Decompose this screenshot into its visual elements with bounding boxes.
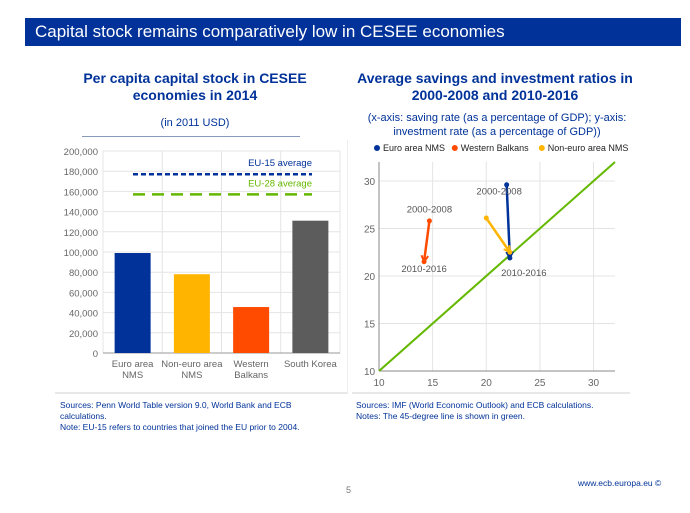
bar-non-euro-area-nms: [173, 274, 210, 353]
note-line: calculations.: [60, 411, 107, 421]
y-tick-label: 20: [364, 272, 376, 283]
x-tick-label: NMS: [122, 370, 143, 381]
y-tick-label: 140,000: [64, 208, 98, 219]
y-tick-label: 40,000: [69, 309, 98, 320]
45-degree-line: [378, 161, 616, 372]
data-point: [504, 182, 510, 188]
bar-euro-area-nms: [114, 253, 151, 353]
period-label: 2010-2016: [401, 264, 446, 275]
footer-link[interactable]: www.ecb.europa.eu ©: [578, 478, 662, 488]
data-point: [507, 255, 513, 261]
x-tick-label: Euro area: [112, 359, 154, 370]
left-chart-subtitle: (in 2011 USD): [160, 117, 230, 129]
x-tick-label: Non-euro area: [161, 359, 223, 370]
note-line: Sources: Penn World Table version 9.0, W…: [60, 400, 292, 410]
y-tick-label: 200,000: [64, 147, 98, 158]
period-label: 2010-2016: [501, 268, 546, 279]
y-tick-label: 0: [93, 349, 98, 360]
data-point: [421, 259, 427, 265]
x-tick-label: 25: [534, 378, 546, 389]
page-number: 5: [346, 485, 352, 495]
legend-label: Western Balkans: [461, 143, 529, 153]
bar-western-balkans: [233, 307, 270, 353]
slide-title: Capital stock remains comparatively low …: [25, 18, 681, 46]
note-line: Sources: IMF (World Economic Outlook) an…: [356, 400, 594, 410]
legend-label: Euro area NMS: [383, 143, 445, 153]
legend-marker: [374, 145, 380, 151]
bar-south-korea: [292, 220, 329, 353]
y-tick-label: 25: [364, 225, 376, 236]
period-label: 2000-2008: [476, 186, 521, 197]
y-tick-label: 10: [364, 367, 376, 378]
right-chart-title: Average savings and investment ratios in…: [357, 70, 633, 103]
left-chart-title: Per capita capital stock in CESEE econom…: [83, 70, 307, 103]
legend-marker: [451, 145, 458, 151]
y-tick-label: 80,000: [69, 268, 98, 279]
left-notes: Sources: Penn World Table version 9.0, W…: [60, 400, 350, 433]
divider: [82, 136, 300, 137]
legend-marker: [538, 145, 545, 151]
y-tick-label: 60,000: [69, 288, 98, 299]
series-arrow: [422, 220, 431, 262]
x-tick-label: 10: [373, 378, 385, 389]
y-tick-label: 20,000: [69, 329, 98, 340]
x-tick-label: South Korea: [284, 359, 338, 370]
x-tick-label: Balkans: [234, 370, 268, 381]
y-tick-label: 120,000: [64, 228, 98, 239]
y-tick-label: 160,000: [64, 187, 98, 198]
right-notes: Sources: IMF (World Economic Outlook) an…: [356, 400, 656, 422]
legend-label: Non-euro area NMS: [548, 143, 629, 153]
note-line: Note: EU-15 refers to countries that joi…: [60, 422, 300, 432]
y-tick-label: 15: [364, 320, 376, 331]
reference-line-label: EU-15 average: [248, 158, 312, 169]
data-point: [507, 249, 513, 255]
x-tick-label: 15: [427, 378, 439, 389]
note-line: Notes: The 45-degree line is shown in gr…: [356, 411, 525, 421]
period-label: 2000-2008: [407, 204, 452, 215]
x-tick-label: 30: [588, 378, 600, 389]
y-tick-label: 30: [364, 177, 376, 188]
y-tick-label: 180,000: [64, 167, 98, 178]
data-point: [483, 215, 489, 221]
x-tick-label: 20: [481, 378, 493, 389]
reference-line-label: EU-28 average: [248, 178, 312, 189]
x-tick-label: Western: [234, 359, 269, 370]
y-tick-label: 100,000: [64, 248, 98, 259]
data-point: [426, 218, 432, 224]
right-chart-panel: [352, 140, 630, 394]
x-tick-label: NMS: [181, 370, 202, 381]
right-chart-subtitle: (x-axis: saving rate (as a percentage of…: [367, 112, 627, 138]
series-arrow: [485, 217, 511, 253]
